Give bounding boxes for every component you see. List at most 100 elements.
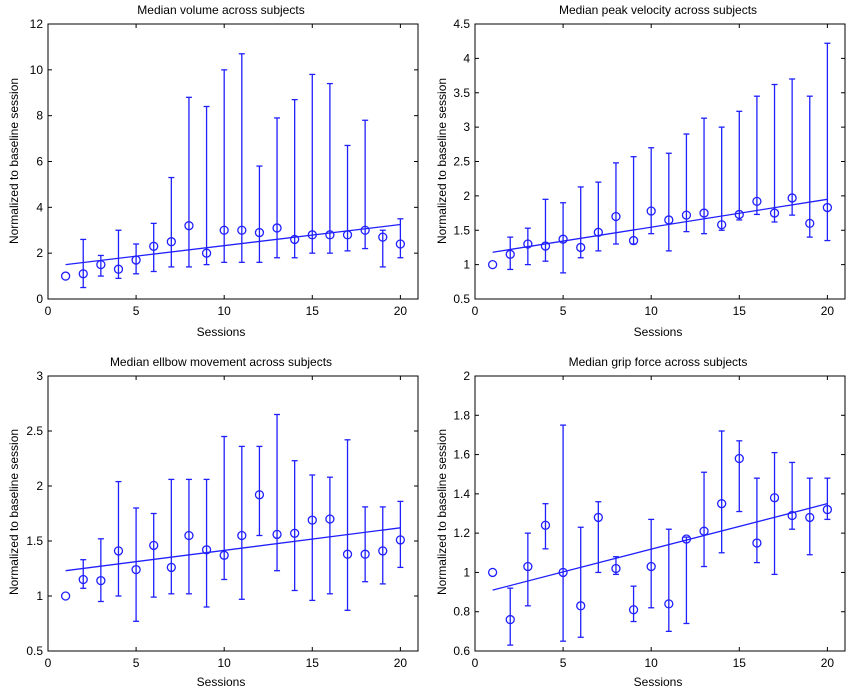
data-point — [166, 237, 176, 247]
data-point — [131, 564, 141, 575]
data-point — [646, 561, 656, 572]
trend-line — [65, 527, 401, 572]
x-tick-label: 10 — [218, 656, 232, 670]
x-tick-label: 15 — [733, 304, 747, 318]
data-point — [60, 271, 71, 281]
y-tick-label: 0.5 — [453, 292, 470, 306]
chart-grip-force: Median grip force across subjects Sessio… — [435, 355, 846, 689]
data-point — [717, 499, 727, 509]
x-axis-label: Sessions — [197, 325, 246, 339]
data-point — [681, 534, 692, 544]
y-tick-label: 3.5 — [453, 86, 470, 100]
y-tick-label: 2 — [36, 479, 43, 493]
data-point — [149, 540, 159, 551]
data-point — [540, 520, 551, 530]
y-tick-label: 2 — [36, 246, 43, 260]
chart-title: Median grip force across subjects — [569, 355, 748, 369]
data-point — [378, 546, 388, 556]
data-point — [540, 241, 551, 251]
data-point — [593, 512, 603, 523]
data-point — [96, 575, 106, 586]
data-point — [734, 209, 744, 220]
data-point — [219, 225, 229, 235]
data-point — [822, 504, 833, 515]
chart-title: Median peak velocity across subjects — [559, 3, 757, 17]
data-point — [505, 614, 515, 625]
data-point — [805, 512, 815, 523]
data-point — [628, 235, 639, 246]
data-point — [822, 202, 833, 213]
data-point — [378, 232, 388, 242]
data-point — [699, 208, 709, 218]
y-tick-label: 12 — [30, 17, 44, 31]
data-point — [113, 264, 124, 274]
plot-frame — [47, 375, 419, 652]
data-point — [395, 535, 406, 545]
data-point — [325, 230, 335, 240]
data-point — [113, 546, 124, 556]
data-point — [307, 515, 317, 525]
data-point — [787, 193, 797, 203]
data-point — [734, 453, 744, 464]
y-tick-label: 1.8 — [453, 408, 470, 422]
data-point — [237, 225, 247, 235]
data-point — [769, 208, 780, 218]
y-tick-label: 1.6 — [453, 448, 470, 462]
y-tick-label: 4 — [36, 200, 43, 214]
data-point — [487, 567, 498, 578]
data-point — [523, 561, 533, 572]
data-point — [360, 549, 370, 559]
x-axis-label: Sessions — [634, 675, 683, 689]
x-axis-label: Sessions — [197, 675, 246, 689]
y-tick-label: 8 — [36, 109, 43, 123]
data-point — [593, 227, 603, 237]
y-tick-label: 2.5 — [26, 424, 43, 438]
y-tick-label: 3 — [36, 369, 43, 383]
chart-title: Median ellbow movement across subjects — [110, 355, 332, 369]
data-point — [664, 599, 674, 609]
data-point — [290, 528, 300, 538]
data-point — [272, 529, 282, 540]
x-axis-label: Sessions — [634, 325, 683, 339]
y-axis-label: Normalized to baseline session — [7, 429, 21, 595]
data-point — [505, 249, 515, 259]
chart-elbow-movement: Median ellbow movement across subjects S… — [7, 355, 419, 689]
x-tick-label: 0 — [45, 656, 52, 670]
plot-frame — [474, 375, 846, 652]
data-point — [752, 538, 762, 548]
data-point — [272, 223, 282, 233]
x-tick-label: 20 — [821, 656, 835, 670]
y-tick-label: 1.4 — [453, 487, 470, 501]
y-tick-label: 0.8 — [453, 605, 470, 619]
plot-frame — [474, 23, 846, 300]
y-tick-label: 1.5 — [26, 534, 43, 548]
x-tick-label: 0 — [472, 656, 479, 670]
data-point — [699, 526, 709, 536]
data-point — [166, 562, 176, 573]
data-point — [78, 269, 88, 279]
data-point — [395, 239, 406, 249]
data-point — [254, 227, 265, 238]
data-point — [611, 563, 621, 574]
y-tick-label: 1.5 — [453, 223, 470, 237]
data-point — [805, 218, 815, 229]
data-point — [149, 241, 159, 251]
x-tick-label: 10 — [645, 656, 659, 670]
y-tick-label: 1 — [36, 589, 43, 603]
x-tick-label: 5 — [133, 656, 140, 670]
data-point — [360, 225, 370, 235]
trend-line — [492, 198, 828, 253]
chart-peak-velocity: Median peak velocity across subjects Ses… — [435, 3, 846, 339]
x-tick-label: 15 — [306, 656, 320, 670]
y-tick-label: 1.2 — [453, 526, 470, 540]
data-point — [558, 234, 568, 244]
y-tick-label: 0.5 — [26, 644, 43, 658]
chart-volume: Median volume across subjects Sessions N… — [7, 3, 419, 339]
data-point — [60, 591, 71, 601]
data-point — [576, 601, 586, 611]
x-tick-label: 0 — [45, 304, 52, 318]
data-point — [752, 196, 762, 207]
y-tick-label: 0.6 — [453, 644, 470, 658]
trend-line — [65, 223, 401, 266]
x-tick-label: 10 — [218, 304, 232, 318]
